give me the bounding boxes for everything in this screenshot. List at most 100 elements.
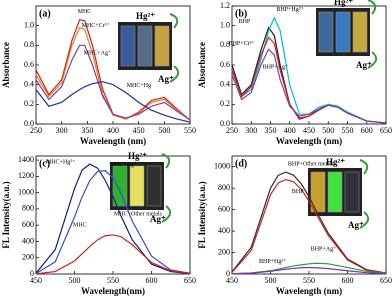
x-tick-label: 550	[107, 276, 119, 285]
y-tick-label: 0.4	[220, 79, 230, 88]
x-tick-label: 500	[322, 126, 334, 135]
series-label: BHP+Hg²⁺	[259, 258, 286, 265]
arrow	[367, 51, 378, 69]
series-label: BHP+Ag⁺	[263, 64, 289, 71]
y-axis-label: FL Intensity(a.u.)	[1, 181, 11, 248]
vial	[344, 171, 360, 213]
panel: 250 300 350 400 450 500 550 600 650 0.0 0.2 0.4 0.6 0…	[197, 0, 392, 146]
series-label: BHP+Other metals	[288, 161, 335, 167]
x-tick-label: 650	[184, 276, 196, 285]
x-axis-label: Wavelength(nm)	[81, 286, 145, 296]
x-tick-label: 450	[133, 126, 145, 135]
series-line	[35, 163, 191, 275]
series-label: BHP+Hg²⁺	[276, 6, 303, 13]
x-tick-label: 500	[158, 126, 170, 135]
y-tick-label: 0.8	[220, 40, 230, 49]
series-line	[231, 178, 387, 274]
y-axis-label: Absorbance	[1, 42, 11, 88]
vial	[154, 25, 170, 67]
annotation: Ag⁺	[158, 74, 174, 84]
y-tick-label: 1400	[18, 155, 34, 164]
x-tick-label: 400	[107, 126, 119, 135]
y-tick-label: 0.6	[24, 60, 34, 69]
annotation: Hg²⁺	[136, 11, 155, 21]
y-axis-label: FL Intensity(a.u.)	[197, 181, 207, 248]
series-label: MHC+Ag⁺	[84, 50, 112, 57]
x-tick-label: 300	[56, 126, 68, 135]
annotation: Ag⁺	[150, 214, 166, 224]
vial	[112, 165, 128, 207]
panel: 450 500 550 600 650 0 200 400 600 800 1000 1200 1400…	[1, 151, 196, 296]
series-label: MHC+Ag⁺	[109, 161, 137, 168]
panel-label: (d)	[235, 158, 247, 169]
y-tick-label: 0.8	[24, 40, 34, 49]
vial	[120, 25, 136, 67]
series-label: MHC+Hg²⁺	[46, 159, 75, 166]
y-tick-label: 200	[218, 247, 230, 256]
x-tick-label: 550	[342, 126, 354, 135]
y-tick-label: 0.6	[220, 60, 230, 69]
y-tick-label: 800	[22, 204, 34, 213]
series-line	[35, 19, 191, 121]
y-axis-label: Absorbance	[197, 42, 207, 88]
y-tick-label: 1000	[214, 162, 230, 171]
y-tick-label: 0.4	[24, 79, 34, 88]
x-tick-label: 450	[303, 126, 315, 135]
series-label: BHP	[239, 19, 251, 25]
y-tick-label: 1.2	[220, 1, 230, 10]
arrow	[359, 211, 370, 229]
y-tick-label: 0	[226, 269, 230, 278]
vial	[137, 25, 153, 67]
series-label: BHP+Cr³⁺	[229, 40, 255, 47]
series-line	[35, 26, 191, 121]
annotation: Ag⁺	[348, 220, 364, 230]
x-tick-label: 250	[226, 126, 238, 135]
x-tick-label: 450	[30, 276, 42, 285]
annotation: Hg²⁺	[128, 151, 147, 161]
panel-label: (b)	[235, 8, 247, 19]
y-tick-label: 0.0	[24, 119, 34, 128]
x-tick-label: 600	[361, 126, 373, 135]
vial	[335, 11, 351, 53]
x-tick-label: 500	[265, 276, 277, 285]
y-tick-label: 400	[22, 236, 34, 245]
y-tick-label: 1000	[18, 187, 34, 196]
vial	[129, 165, 145, 207]
y-tick-label: 0.0	[220, 119, 230, 128]
x-tick-label: 600	[146, 276, 158, 285]
series-label: BHP+Ag⁺	[311, 246, 337, 253]
x-tick-label: 550	[184, 126, 196, 135]
arrow	[359, 159, 369, 175]
series-label: MHC	[78, 9, 92, 15]
x-tick-label: 600	[342, 276, 354, 285]
x-tick-label: 550	[303, 276, 315, 285]
x-tick-label: 250	[30, 126, 42, 135]
y-tick-label: 600	[218, 204, 230, 213]
x-tick-label: 650	[380, 276, 392, 285]
series-label: BHP	[292, 189, 304, 195]
vial	[327, 171, 343, 213]
annotation: Ag⁺	[356, 60, 372, 70]
series-label: MHC	[73, 222, 87, 228]
series-line	[35, 81, 191, 123]
arrow	[367, 0, 377, 15]
x-tick-label: 350	[81, 126, 93, 135]
arrow	[169, 13, 179, 29]
series-line	[35, 170, 191, 275]
series-line	[231, 171, 387, 274]
x-tick-label: 400	[284, 126, 296, 135]
series-line	[35, 44, 191, 121]
vial	[146, 165, 162, 207]
x-tick-label: 450	[226, 276, 238, 285]
panel: 250 300 350 400 450 500 550 0.0 0.2 0.4 0.6 0.8 1.0 W…	[1, 5, 196, 146]
y-tick-label: 200	[22, 253, 34, 262]
arrow	[169, 65, 180, 83]
vial	[352, 11, 368, 53]
vial	[310, 171, 326, 213]
arrow	[161, 205, 172, 223]
y-tick-label: 1.0	[24, 20, 34, 29]
x-tick-label: 500	[69, 276, 81, 285]
y-tick-label: 800	[218, 183, 230, 192]
x-tick-label: 350	[265, 126, 277, 135]
